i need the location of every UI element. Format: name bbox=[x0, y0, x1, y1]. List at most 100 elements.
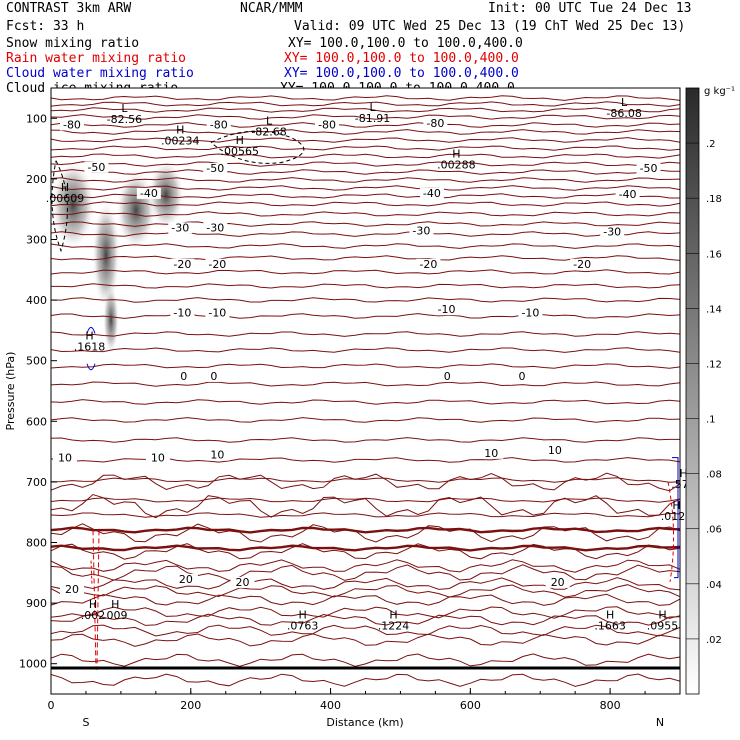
isotherm-line bbox=[50, 613, 681, 626]
snow-shade-blob bbox=[103, 285, 119, 355]
temp-label-bg bbox=[136, 187, 161, 199]
extremum-symbol: H bbox=[298, 608, 306, 621]
isotherm-line bbox=[50, 169, 680, 175]
extremum-value: -86.08 bbox=[606, 107, 641, 120]
isotherm-line bbox=[50, 331, 681, 337]
temp-label: 10 bbox=[151, 452, 165, 465]
temp-label-bg bbox=[173, 573, 198, 585]
colorbar-tick-label: .04 bbox=[706, 580, 722, 591]
colorbar-tick-label: .02 bbox=[706, 635, 722, 646]
extremum-value: -81.91 bbox=[355, 112, 390, 125]
temp-label-bg bbox=[145, 452, 170, 464]
y-tick-label: 200 bbox=[26, 173, 47, 186]
isotherm-line bbox=[50, 624, 681, 637]
extremum-symbol: L bbox=[621, 96, 628, 109]
isotherm-line bbox=[50, 269, 681, 275]
extremum-symbol: H bbox=[606, 608, 614, 621]
rain-contour bbox=[92, 530, 97, 670]
field-rain-xy: XY= 100.0,100.0 to 100.0,400.0 bbox=[284, 51, 519, 66]
colorbar-ramp bbox=[685, 87, 700, 695]
colorbar-tick-label: .1 bbox=[706, 415, 716, 426]
extremum-value: .00288 bbox=[437, 159, 476, 172]
temp-label-bg bbox=[542, 444, 567, 456]
temp-label-bg bbox=[570, 258, 595, 270]
temp-label: -80 bbox=[210, 118, 228, 131]
temp-label-bg bbox=[419, 187, 444, 199]
temp-label: 10 bbox=[548, 444, 562, 457]
isotherm-line bbox=[50, 211, 681, 217]
temp-label-bg bbox=[171, 370, 196, 382]
extremum-symbol: L bbox=[121, 102, 128, 115]
extremum-value: .0763 bbox=[287, 619, 319, 632]
temp-label: -10 bbox=[173, 306, 191, 319]
temp-label: -10 bbox=[521, 306, 539, 319]
extrema-labels: L-82.56 L-82.68L-81.91L-86.08H.00234 H.005… bbox=[46, 96, 696, 632]
colorbar-tick-label: .06 bbox=[706, 525, 722, 536]
temp-label: -30 bbox=[603, 226, 621, 239]
org-label: NCAR/MMM bbox=[240, 1, 303, 16]
isotherm-line bbox=[50, 129, 681, 135]
extremum-value: -82.56 bbox=[107, 113, 142, 126]
south-label: S bbox=[83, 716, 90, 729]
temp-label: 20 bbox=[551, 576, 565, 589]
isotherm-line bbox=[50, 363, 681, 369]
temp-label-bg bbox=[59, 584, 84, 596]
isotherm-line bbox=[50, 493, 681, 519]
y-axis-label: Pressure (hPa) bbox=[4, 352, 17, 431]
isotherm-line bbox=[50, 153, 681, 159]
isotherm-line bbox=[50, 417, 681, 423]
extremum-value: .00565 bbox=[220, 145, 259, 158]
temp-label-bg bbox=[84, 161, 109, 173]
temp-label: -20 bbox=[208, 258, 226, 271]
extremum-symbol: H bbox=[236, 134, 244, 147]
ice-contour bbox=[51, 160, 68, 253]
temp-label-bg bbox=[203, 222, 228, 234]
y-tick-label: 800 bbox=[26, 537, 47, 550]
plot-area: -80 -80 -80-80-50 -50 -50-40 -40 -40-30 -30 -30-… bbox=[46, 87, 696, 695]
extremum-symbol: L bbox=[369, 101, 376, 114]
temp-label-bg bbox=[518, 307, 543, 319]
y-tick-label: 100 bbox=[26, 112, 47, 125]
field-snow-name: Snow mixing ratio bbox=[6, 36, 139, 51]
temp-label-bg bbox=[170, 258, 195, 270]
isotherm-line bbox=[50, 231, 681, 237]
y-tick-label: 700 bbox=[26, 476, 47, 489]
field-snow-xy: XY= 100.0,100.0 to 100.0,400.0 bbox=[288, 36, 523, 51]
y-tick-label: 300 bbox=[26, 234, 47, 247]
isotherm-line bbox=[50, 297, 681, 303]
isotherm-line bbox=[50, 472, 681, 492]
temp-label-bg bbox=[416, 258, 441, 270]
colorbar-tick-label: .14 bbox=[706, 304, 722, 315]
extremum-symbol: H bbox=[679, 467, 687, 480]
rain-contour bbox=[96, 530, 100, 670]
temp-label-bg bbox=[59, 119, 84, 131]
temp-label: -10 bbox=[208, 306, 226, 319]
temp-label: -20 bbox=[419, 258, 437, 271]
x-tick-label: 200 bbox=[180, 699, 201, 712]
extremum-value: .0955 bbox=[647, 619, 679, 632]
temp-label: 10 bbox=[58, 452, 72, 465]
isotherm-line bbox=[50, 653, 681, 667]
temp-label: -30 bbox=[206, 221, 224, 234]
x-axis-label: Distance (km) bbox=[326, 716, 403, 729]
isotherm-line bbox=[50, 313, 681, 319]
colorbar-tick-label: .16 bbox=[706, 249, 722, 260]
temp-label: -20 bbox=[173, 258, 191, 271]
temp-label: 10 bbox=[210, 449, 224, 462]
temp-label: 0 bbox=[444, 370, 451, 383]
temp-label-bg bbox=[435, 370, 460, 382]
extremum-value: .00609 bbox=[46, 192, 85, 205]
y-tick-label: 1000 bbox=[19, 658, 47, 671]
colorbar-tick-label: .08 bbox=[706, 470, 722, 481]
temp-label: -40 bbox=[423, 187, 441, 200]
isotherm-line bbox=[50, 161, 681, 167]
colorbar: g kg⁻¹ .02 .04 .06 .08 .1 .12 .14 .16 .18 .2 bbox=[685, 86, 735, 695]
model-title: CONTRAST 3km ARW bbox=[6, 1, 131, 16]
extremum-symbol: H bbox=[85, 329, 93, 342]
temperature-contours bbox=[50, 95, 681, 687]
extremum-value: .0123 bbox=[661, 510, 693, 523]
temp-label: 0 bbox=[519, 370, 526, 383]
temp-label: -50 bbox=[640, 162, 658, 175]
extremum-value: .00234 bbox=[161, 134, 200, 147]
